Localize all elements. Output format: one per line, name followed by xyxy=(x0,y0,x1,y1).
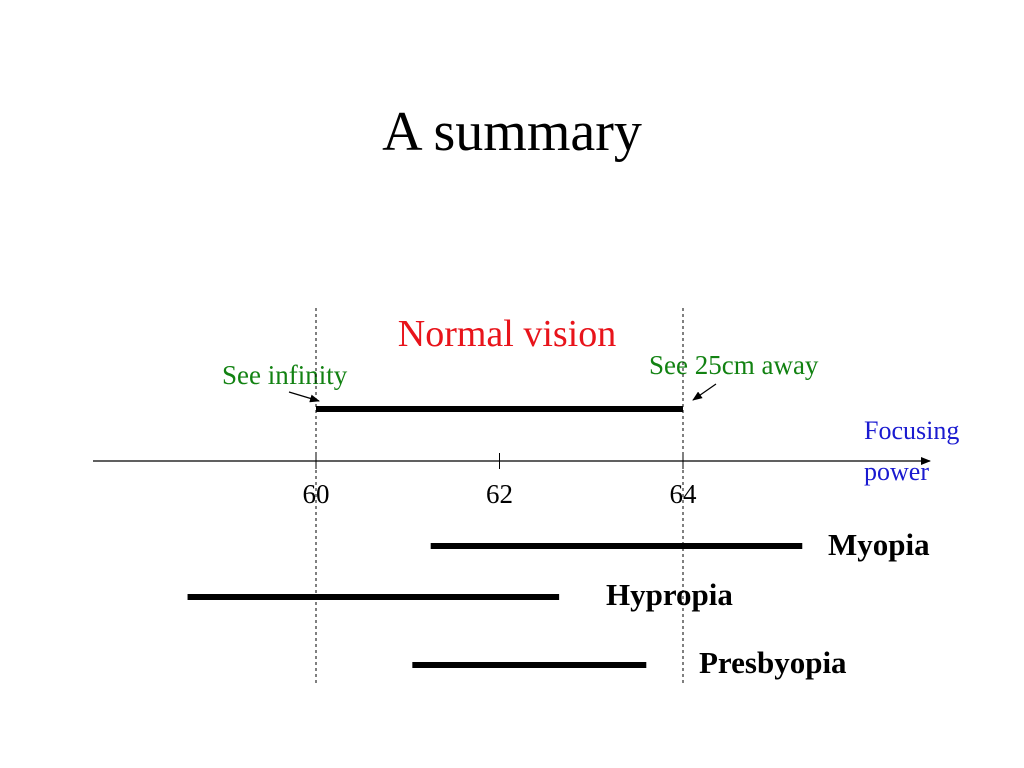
hypropia-label: Hypropia xyxy=(606,577,733,612)
axis-label-line2: power xyxy=(864,457,929,486)
normal-vision-label: Normal vision xyxy=(398,313,616,355)
see-infinity-arrow xyxy=(288,391,320,403)
axis-tick-label-60: 60 xyxy=(303,479,330,509)
axis-tick-label-62: 62 xyxy=(486,479,513,509)
axis-tick-label-64: 64 xyxy=(670,479,698,509)
diagram-marks: 60 62 64 xyxy=(187,308,803,684)
axis-label-line1: Focusing xyxy=(864,416,959,445)
presbyopia-label: Presbyopia xyxy=(699,645,847,680)
see-infinity-note: See infinity xyxy=(222,360,348,390)
myopia-label: Myopia xyxy=(828,527,930,562)
slide-title: A summary xyxy=(382,101,642,163)
see-near-note: See 25cm away xyxy=(649,350,819,380)
see-near-arrow xyxy=(692,383,717,401)
